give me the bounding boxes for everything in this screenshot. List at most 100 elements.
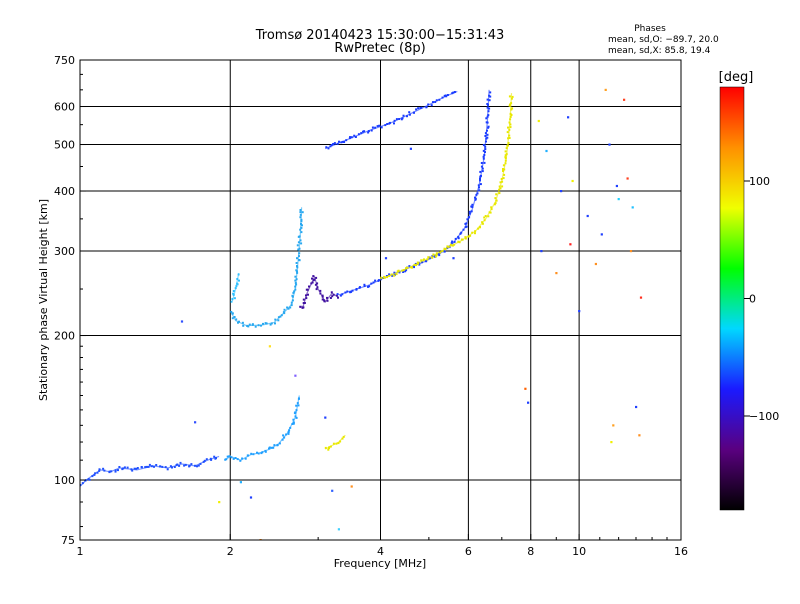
trace-point [413,263,416,266]
echo-point [524,387,527,390]
echo-point [239,481,242,484]
trace-point [485,121,488,124]
echo-point [268,345,271,348]
trace-7 [324,90,458,150]
trace-point [236,282,239,285]
trace-point [288,429,291,432]
trace-point [478,189,481,192]
scattered-echoes [180,88,643,540]
trace-point [292,422,295,425]
trace-point [98,468,101,471]
trace-point [282,311,285,314]
trace-point [478,186,480,189]
echo-point [600,233,603,236]
y-tick-label: 500 [54,139,75,152]
trace-point [349,136,351,139]
trace-point [508,128,511,131]
trace-point [326,299,329,302]
trace-point [278,442,281,445]
trace-point [485,117,488,120]
echo-point [331,489,334,492]
trace-point [252,453,255,456]
trace-point [389,121,391,124]
trace-6 [380,93,514,280]
trace-point [81,482,84,485]
trace-point [299,305,302,308]
trace-point [354,136,357,138]
trace-point [209,457,212,460]
trace-point [300,223,302,225]
trace-point [336,293,339,296]
trace-point [502,168,504,170]
trace-point [270,322,273,325]
trace-point [316,286,319,289]
trace-point [96,471,99,474]
trace-point [147,465,150,468]
trace-point [294,411,297,414]
trace-point [510,108,513,111]
trace-point [126,466,129,469]
x-tick-label: 16 [674,545,688,558]
trace-point [367,130,370,133]
trace-point [505,147,508,150]
x-tick-label: 1 [77,545,84,558]
trace-point [417,107,420,110]
trace-point [504,157,507,160]
trace-point [383,276,386,279]
trace-4 [299,275,340,309]
trace-point [504,150,507,153]
trace-point [482,157,485,160]
trace-point [294,282,297,284]
trace-point [342,435,345,438]
y-tick-label: 200 [54,330,75,343]
trace-point [484,145,487,148]
trace-point [510,114,513,116]
trace-point [327,448,330,451]
trace-point [374,126,377,129]
trace-point [449,243,452,246]
trace-point [438,98,441,101]
trace-point [420,259,423,262]
trace-point [336,142,339,145]
trace-point [509,118,512,121]
trace-point [479,226,481,228]
trace-point [291,299,294,302]
trace-point [315,288,318,291]
trace-point [321,294,324,297]
trace-point [184,463,187,466]
trace-point [430,104,433,107]
trace-point [418,263,421,266]
trace-point [230,310,233,313]
trace-point [446,245,449,248]
trace-point [234,287,237,290]
trace-point [474,232,476,235]
trace-point [295,404,298,407]
echo-point [612,424,615,427]
trace-point [251,323,254,326]
trace-point [183,464,186,467]
trace-point [232,457,235,460]
trace-point [459,232,462,235]
trace-point [319,292,322,295]
y-tick-label: 75 [61,534,75,547]
trace-point [488,107,491,110]
trace-point [450,242,453,245]
trace-point [140,466,143,468]
trace-point [501,180,504,183]
trace-point [272,446,275,449]
echo-point [294,374,297,377]
trace-point [363,283,366,286]
trace-point [406,115,408,118]
trace-point [479,170,482,173]
trace-point [504,154,507,157]
trace-0 [80,455,220,487]
trace-point [230,300,233,303]
trace-point [483,154,486,156]
trace-point [301,224,303,227]
trace-point [298,259,301,262]
trace-point [453,243,456,246]
trace-point [410,266,412,269]
trace-point [179,461,182,464]
